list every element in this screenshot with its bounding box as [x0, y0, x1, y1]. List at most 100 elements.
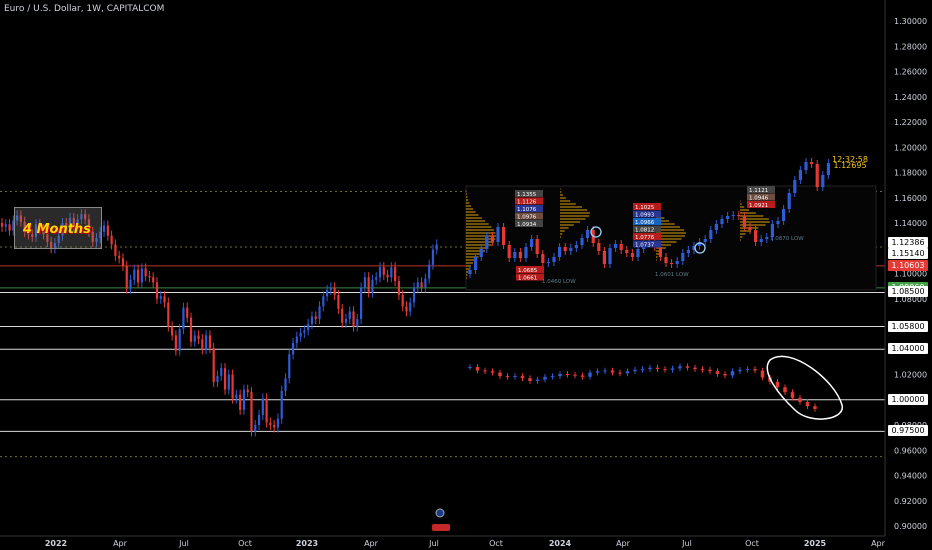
- inset-candle: [709, 230, 713, 239]
- main-candle: [412, 287, 416, 303]
- inset-candle: [485, 236, 489, 249]
- main-candle: [288, 354, 291, 379]
- inset-price-text: 1.1076: [517, 207, 537, 213]
- main-candle: [231, 374, 234, 399]
- price-tick-label: 1.08000: [894, 295, 927, 304]
- main-candle: [148, 276, 151, 278]
- volume-profile-bar: [656, 238, 682, 240]
- inset-candle: [681, 253, 685, 261]
- volume-profile-bar: [560, 236, 562, 238]
- inset2-candle: [745, 369, 750, 371]
- volume-profile-bar: [466, 211, 476, 213]
- volume-profile-bar: [560, 218, 586, 220]
- main-candle: [341, 308, 344, 323]
- main-candle: [284, 378, 287, 391]
- main-candle: [8, 224, 11, 231]
- main-candles: [0, 209, 438, 437]
- main-candle: [186, 307, 189, 318]
- volume-profile-bar: [466, 244, 492, 246]
- inset-candle: [558, 247, 562, 257]
- inset2-candle: [528, 378, 532, 381]
- inset-candle: [513, 252, 517, 258]
- inset-highlight-circle: [694, 242, 706, 254]
- main-candle: [314, 316, 317, 319]
- four-months-label: 4 Months: [23, 222, 91, 237]
- time-tick-label: Apr: [113, 539, 128, 548]
- inset2-candle: [805, 402, 810, 407]
- main-candle: [310, 316, 314, 324]
- inset2-candle: [655, 367, 660, 370]
- volume-profile-bar: [466, 193, 467, 195]
- price-tick-label: 1.20000: [894, 143, 927, 152]
- inset-candle: [546, 262, 550, 263]
- volume-profile-bar: [466, 274, 468, 276]
- volume-profile-bar: [466, 235, 496, 237]
- volume-profile-bar: [466, 238, 496, 240]
- inset-candle: [670, 263, 674, 264]
- inset2-candle: [543, 376, 547, 380]
- main-candle: [174, 335, 177, 351]
- inset-candle: [782, 209, 786, 221]
- inset-candle: [798, 170, 802, 180]
- price-tick-label: 1.26000: [894, 68, 927, 77]
- main-candle: [189, 317, 193, 342]
- inset2-candle: [550, 376, 555, 378]
- price-label-white5: 0.97500: [888, 425, 928, 437]
- inset-price-box: [747, 193, 775, 201]
- inset2-candle: [783, 387, 787, 393]
- inset-candle: [524, 247, 528, 258]
- main-candle: [76, 219, 79, 227]
- main-candle: [367, 277, 370, 293]
- volume-profile-bar: [656, 253, 660, 255]
- inset-candle: [608, 248, 612, 264]
- inset-candle: [496, 227, 500, 242]
- main-candle: [329, 287, 332, 290]
- inset2-candle: [558, 374, 562, 377]
- main-candle: [390, 267, 393, 278]
- price-tick-label: 1.28000: [894, 42, 927, 51]
- horizontal-levels: [0, 190, 885, 458]
- volume-profile-bar: [466, 208, 474, 210]
- main-candle: [307, 324, 310, 331]
- main-candle: [50, 241, 53, 249]
- main-candle: [273, 425, 276, 428]
- price-tick-label: 1.24000: [894, 93, 927, 102]
- inset2-candle: [700, 369, 705, 371]
- inset-price-text: 1.0934: [517, 222, 537, 228]
- main-candle: [242, 389, 246, 410]
- inset-candle: [552, 257, 556, 262]
- main-candle: [72, 217, 75, 227]
- time-tick-label: Apr: [364, 539, 379, 548]
- main-candle: [280, 390, 283, 419]
- main-candle: [140, 268, 143, 283]
- main-candle: [12, 220, 15, 231]
- inset-price-box: [515, 212, 543, 220]
- volume-profile-bar: [466, 262, 474, 264]
- price-tick-label: 1.14000: [894, 219, 927, 228]
- main-candle: [171, 326, 174, 336]
- time-axis[interactable]: 2022 Apr Jul Oct 2023 Apr Jul Oct 2024 Apr Jul Oct 2…: [0, 535, 886, 548]
- main-candle: [386, 274, 389, 278]
- inset-candle: [597, 243, 601, 251]
- price-label-pb: 1.15140: [888, 248, 928, 260]
- volume-profile-bar: [560, 215, 590, 217]
- inset2-candle: [490, 371, 495, 373]
- volume-profile-bar: [656, 244, 671, 246]
- inset-candle: [770, 224, 774, 237]
- main-candle: [375, 277, 378, 280]
- inset-candle: [703, 239, 707, 242]
- inset-price-text: 1.1121: [749, 188, 768, 194]
- main-candle: [223, 368, 227, 390]
- main-candle: [239, 394, 242, 410]
- inset2-candle: [618, 372, 622, 374]
- main-candle: [378, 267, 382, 278]
- volume-profile-bar: [560, 224, 574, 226]
- volume-profile-bar: [466, 256, 479, 258]
- main-candle: [23, 221, 26, 232]
- main-candle: [31, 234, 34, 237]
- main-candle: [405, 306, 408, 312]
- main-candle: [371, 279, 374, 293]
- main-candle: [322, 296, 325, 307]
- inset-price-box: [633, 210, 661, 218]
